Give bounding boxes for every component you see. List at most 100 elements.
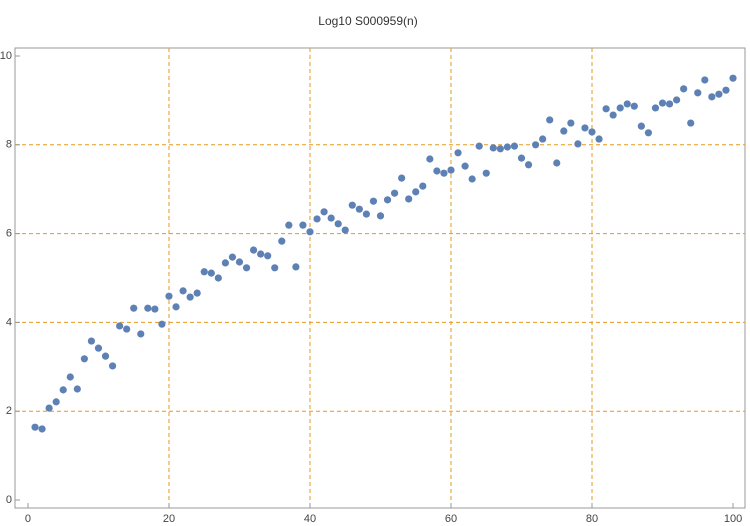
point bbox=[214, 274, 222, 282]
point bbox=[299, 221, 307, 229]
point bbox=[376, 212, 385, 220]
point bbox=[390, 189, 399, 197]
point bbox=[362, 210, 370, 218]
point bbox=[433, 167, 441, 175]
point bbox=[623, 100, 631, 108]
point bbox=[447, 166, 455, 174]
point bbox=[412, 188, 420, 196]
point bbox=[73, 385, 81, 393]
point bbox=[186, 293, 194, 301]
point bbox=[588, 128, 596, 136]
x-tick-label: 40 bbox=[304, 513, 316, 525]
point bbox=[426, 155, 434, 163]
point bbox=[609, 111, 617, 119]
point bbox=[348, 201, 356, 209]
point bbox=[31, 423, 39, 431]
point bbox=[87, 337, 96, 345]
x-tick-label: 0 bbox=[25, 513, 31, 525]
point bbox=[440, 169, 448, 177]
point bbox=[468, 175, 476, 183]
point bbox=[257, 250, 265, 258]
point bbox=[116, 322, 124, 330]
x-tick-label: 60 bbox=[445, 513, 457, 525]
point bbox=[489, 144, 497, 152]
point bbox=[59, 386, 67, 394]
point bbox=[482, 169, 490, 177]
y-tick-label: 2 bbox=[6, 405, 12, 417]
point bbox=[278, 237, 286, 245]
point bbox=[249, 246, 258, 254]
x-tick-label: 20 bbox=[163, 513, 175, 525]
point bbox=[137, 330, 145, 338]
point bbox=[38, 425, 46, 433]
point bbox=[341, 226, 349, 234]
x-tick-label: 100 bbox=[724, 513, 742, 525]
y-tick-label: 4 bbox=[6, 316, 12, 328]
point bbox=[271, 264, 279, 272]
point bbox=[66, 373, 74, 381]
point bbox=[701, 76, 709, 84]
point bbox=[94, 344, 103, 352]
point bbox=[503, 143, 512, 151]
point bbox=[285, 221, 293, 229]
point bbox=[45, 404, 53, 412]
point bbox=[616, 104, 624, 112]
y-tick-label: 0 bbox=[6, 494, 12, 506]
point bbox=[101, 352, 110, 360]
point bbox=[651, 104, 660, 112]
point bbox=[207, 269, 215, 277]
point bbox=[532, 141, 540, 149]
point bbox=[292, 263, 300, 271]
point bbox=[729, 74, 737, 82]
point bbox=[475, 142, 483, 150]
point bbox=[637, 122, 645, 130]
point bbox=[165, 292, 173, 300]
point bbox=[524, 161, 533, 169]
point bbox=[419, 182, 427, 190]
point bbox=[574, 140, 582, 148]
point bbox=[80, 355, 88, 363]
point bbox=[658, 99, 667, 107]
point bbox=[200, 268, 208, 276]
point bbox=[355, 205, 363, 213]
point bbox=[327, 214, 335, 222]
point bbox=[52, 398, 60, 406]
point bbox=[334, 220, 342, 228]
point bbox=[158, 320, 166, 328]
point bbox=[172, 303, 180, 311]
point bbox=[264, 252, 272, 260]
point bbox=[546, 116, 554, 124]
point bbox=[242, 264, 251, 272]
point bbox=[644, 129, 653, 137]
x-tick-label: 80 bbox=[586, 513, 598, 525]
point bbox=[461, 162, 469, 170]
chart-title: Log10 S000959(n) bbox=[318, 14, 417, 28]
point bbox=[179, 287, 187, 295]
point bbox=[454, 149, 462, 157]
point bbox=[694, 89, 702, 97]
point bbox=[313, 215, 321, 223]
point bbox=[235, 258, 244, 266]
point bbox=[320, 208, 328, 216]
y-tick-label: 6 bbox=[6, 228, 12, 240]
point bbox=[130, 304, 138, 312]
point bbox=[369, 197, 378, 205]
point bbox=[708, 93, 716, 101]
point bbox=[687, 119, 695, 127]
point bbox=[595, 135, 603, 143]
point bbox=[567, 119, 575, 127]
point bbox=[673, 96, 681, 104]
point bbox=[221, 259, 229, 267]
point bbox=[553, 159, 561, 167]
point bbox=[123, 325, 131, 333]
point bbox=[193, 289, 201, 297]
point bbox=[496, 145, 504, 153]
y-tick-label: 10 bbox=[0, 50, 12, 62]
plot-frame bbox=[14, 47, 746, 509]
point bbox=[398, 174, 406, 182]
point bbox=[144, 304, 152, 312]
point bbox=[108, 362, 117, 370]
point bbox=[306, 228, 314, 236]
point bbox=[383, 196, 392, 204]
